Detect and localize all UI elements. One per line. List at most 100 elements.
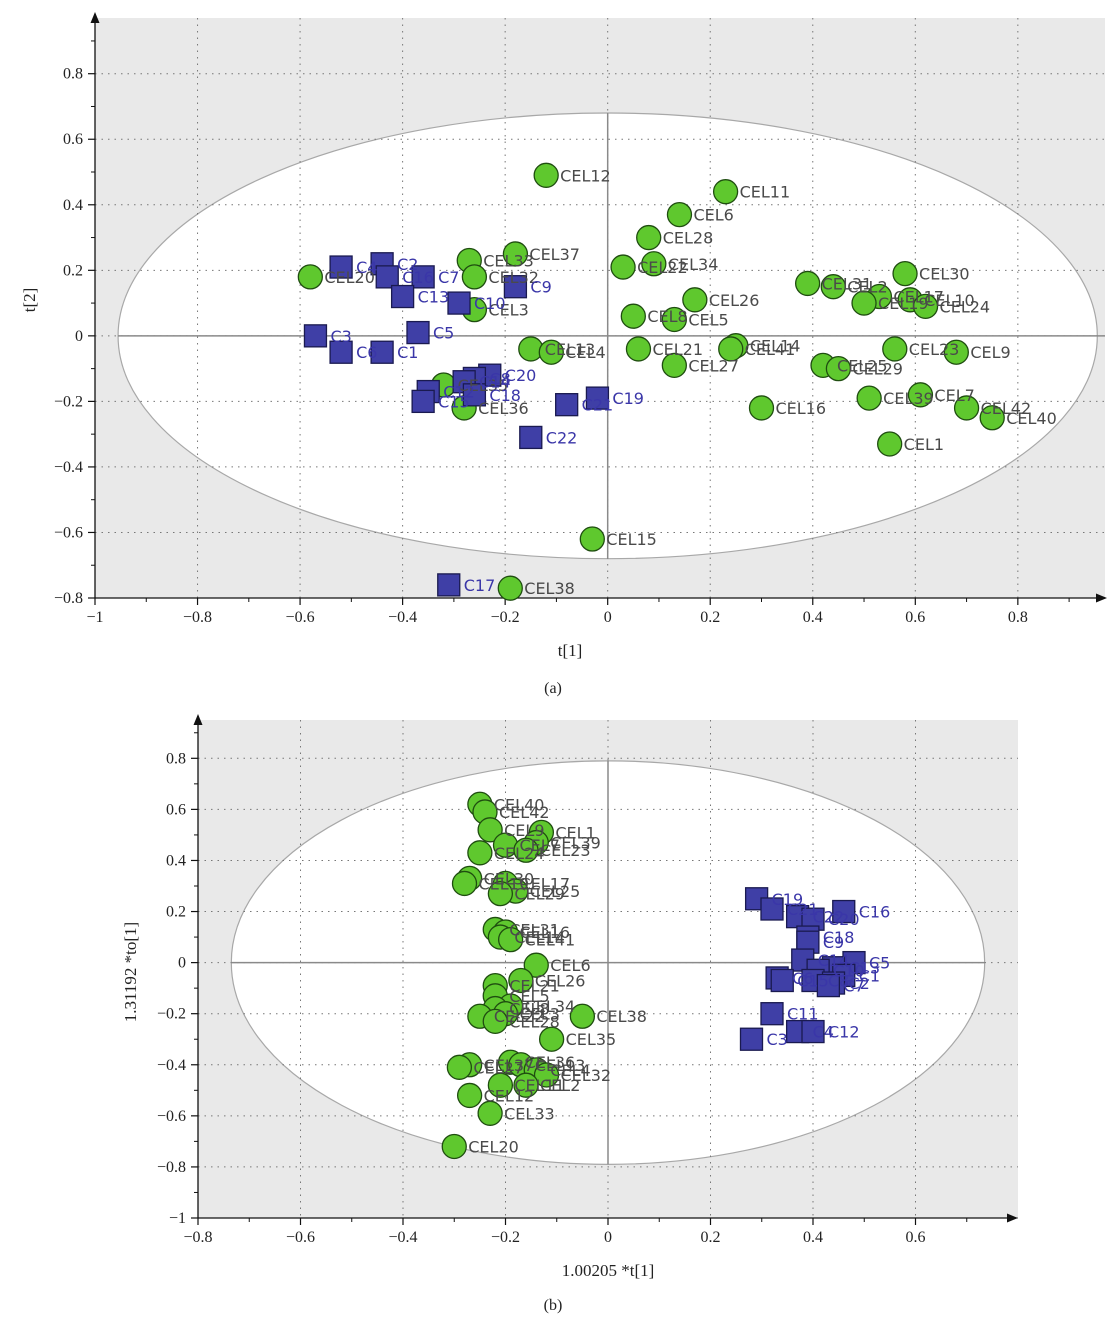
point-c1 bbox=[370, 340, 394, 364]
point-label-cel16: CEL16 bbox=[775, 399, 826, 418]
y-tick-label: 0.2 bbox=[63, 262, 83, 279]
point-label-c22: C22 bbox=[813, 908, 845, 927]
x-tick-label: −0.8 bbox=[183, 1229, 212, 1246]
point-label-c3: C3 bbox=[330, 327, 351, 346]
point-label-cel19: CEL19 bbox=[878, 294, 929, 313]
y-tick-label: 0.6 bbox=[63, 131, 83, 148]
x-tick-label: −0.6 bbox=[286, 609, 315, 626]
point-label-cel36: CEL36 bbox=[525, 1053, 576, 1072]
point-label-c19: C19 bbox=[612, 389, 644, 408]
point-label-cel33: CEL33 bbox=[504, 1104, 555, 1123]
point-label-c2: C2 bbox=[849, 974, 870, 993]
point-label-cel40: CEL40 bbox=[1006, 409, 1057, 428]
point-cel41 bbox=[718, 336, 744, 362]
point-cel6 bbox=[666, 201, 693, 228]
point-label-cel20: CEL20 bbox=[324, 268, 375, 287]
point-label-c19: C19 bbox=[772, 890, 804, 909]
point-label-cel5: CEL5 bbox=[688, 310, 728, 329]
x-tick-label: −0.2 bbox=[491, 609, 520, 626]
point-cel23 bbox=[513, 837, 539, 863]
point-label-cel30: CEL30 bbox=[484, 869, 535, 888]
y-tick-label: −0.6 bbox=[54, 524, 83, 541]
point-label-cel38: CEL38 bbox=[524, 579, 575, 598]
point-label-c4: C4 bbox=[356, 258, 377, 277]
point-cel26 bbox=[682, 287, 708, 313]
y-tick-label: 0.4 bbox=[63, 197, 83, 214]
point-label-cel5: CEL5 bbox=[509, 987, 549, 1006]
point-cel1 bbox=[877, 431, 903, 457]
point-cel21 bbox=[625, 336, 652, 362]
point-label-cel31: CEL31 bbox=[822, 274, 873, 293]
x-tick-label: 0.2 bbox=[700, 609, 720, 626]
y-tick-label: 0.6 bbox=[166, 801, 186, 818]
point-label-c2: C2 bbox=[397, 255, 418, 274]
point-c15 bbox=[411, 389, 435, 414]
y-tick-label: −0.8 bbox=[54, 590, 83, 607]
point-label-cel12: CEL12 bbox=[484, 1086, 535, 1105]
point-label-cel4: CEL4 bbox=[565, 343, 605, 362]
x-tick-label: −1 bbox=[86, 609, 103, 626]
point-cel34 bbox=[641, 251, 667, 277]
point-c22 bbox=[519, 425, 543, 450]
point-cel7 bbox=[907, 382, 934, 408]
x-tick-label: 0.4 bbox=[803, 609, 823, 626]
point-label-c14: C14 bbox=[818, 951, 850, 970]
point-cel22 bbox=[610, 254, 636, 280]
point-cel23 bbox=[882, 336, 908, 362]
y-tick-label: −0.4 bbox=[157, 1057, 186, 1074]
point-cel28 bbox=[636, 224, 662, 251]
point-c16 bbox=[375, 265, 399, 289]
point-cel24 bbox=[467, 840, 493, 866]
point-cel11 bbox=[487, 1072, 514, 1098]
point-label-c9: C9 bbox=[823, 933, 844, 952]
point-label-cel24: CEL24 bbox=[940, 297, 991, 316]
point-cel9 bbox=[943, 339, 969, 365]
y-tick-label: −0.8 bbox=[157, 1159, 186, 1176]
point-label-cel39: CEL39 bbox=[883, 389, 934, 408]
y-tick-label: 0.8 bbox=[63, 66, 83, 83]
point-label-c9: C9 bbox=[530, 278, 551, 297]
point-label-cel41: CEL41 bbox=[745, 340, 796, 359]
point-label-cel2: CEL2 bbox=[540, 1076, 580, 1095]
point-label-cel20: CEL20 bbox=[468, 1137, 519, 1156]
point-label-cel3: CEL3 bbox=[520, 1005, 560, 1024]
point-label-cel21: CEL21 bbox=[652, 340, 703, 359]
point-cel31 bbox=[794, 270, 821, 297]
point-label-c5: C5 bbox=[433, 324, 454, 343]
point-label-c15: C15 bbox=[797, 971, 829, 990]
point-label-cel12: CEL12 bbox=[560, 166, 611, 185]
data-points bbox=[441, 791, 866, 1160]
point-cel26 bbox=[508, 967, 534, 994]
point-cel20 bbox=[297, 264, 323, 290]
point-cel2 bbox=[513, 1072, 539, 1098]
chart-panel-a: −1 −0.8 −0.6 −0.4 −0.2 0 0.2 0.4 0.6 0.8−0.8−0.6−… bbox=[20, 12, 1107, 697]
point-label-cel25: CEL25 bbox=[530, 882, 581, 901]
point-c11 bbox=[760, 1002, 784, 1026]
y-tick-label: 0 bbox=[75, 328, 83, 345]
point-label-cel34: CEL34 bbox=[525, 997, 576, 1016]
point-c9 bbox=[503, 275, 528, 299]
point-cel19 bbox=[451, 870, 478, 897]
point-cel27 bbox=[446, 1054, 473, 1080]
point-label-cel39: CEL39 bbox=[550, 834, 601, 853]
point-c5 bbox=[406, 320, 430, 345]
point-label-cel28: CEL28 bbox=[509, 1012, 560, 1031]
point-label-c12: C12 bbox=[443, 383, 475, 402]
point-cel12 bbox=[456, 1082, 483, 1109]
point-label-c21: C21 bbox=[582, 396, 614, 415]
point-cel30 bbox=[892, 260, 918, 287]
y-tick-label: −0.2 bbox=[54, 393, 83, 410]
x-tick-label: 0.6 bbox=[906, 1229, 926, 1246]
point-label-cel35: CEL35 bbox=[566, 1030, 617, 1049]
point-label-cel29: CEL29 bbox=[514, 885, 565, 904]
point-label-cel7: CEL7 bbox=[934, 386, 974, 405]
point-cel41 bbox=[497, 926, 524, 953]
x-tick-label: 0.2 bbox=[701, 1229, 721, 1246]
point-label-c5: C5 bbox=[869, 954, 890, 973]
point-label-cel32: CEL32 bbox=[561, 1066, 612, 1085]
point-label-c18: C18 bbox=[489, 386, 521, 405]
point-label-c6: C6 bbox=[356, 343, 377, 362]
point-label-cel16: CEL16 bbox=[520, 923, 571, 942]
point-cel24 bbox=[912, 293, 939, 320]
point-label-cel24: CEL24 bbox=[494, 844, 545, 863]
